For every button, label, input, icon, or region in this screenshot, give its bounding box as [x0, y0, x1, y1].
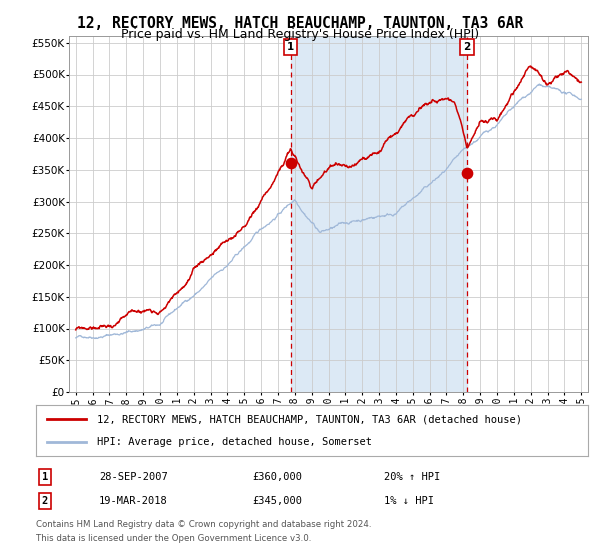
Text: 2: 2 [42, 496, 48, 506]
Text: 1: 1 [42, 472, 48, 482]
Text: 19-MAR-2018: 19-MAR-2018 [99, 496, 168, 506]
Text: 1: 1 [287, 42, 294, 52]
Text: Price paid vs. HM Land Registry's House Price Index (HPI): Price paid vs. HM Land Registry's House … [121, 28, 479, 41]
Text: Contains HM Land Registry data © Crown copyright and database right 2024.: Contains HM Land Registry data © Crown c… [36, 520, 371, 529]
Text: £360,000: £360,000 [252, 472, 302, 482]
Text: £345,000: £345,000 [252, 496, 302, 506]
Text: 28-SEP-2007: 28-SEP-2007 [99, 472, 168, 482]
Text: This data is licensed under the Open Government Licence v3.0.: This data is licensed under the Open Gov… [36, 534, 311, 543]
Point [462, 169, 472, 178]
Text: 1% ↓ HPI: 1% ↓ HPI [384, 496, 434, 506]
Text: HPI: Average price, detached house, Somerset: HPI: Average price, detached house, Some… [97, 437, 372, 447]
Text: 20% ↑ HPI: 20% ↑ HPI [384, 472, 440, 482]
Text: 2: 2 [463, 42, 470, 52]
Text: 12, RECTORY MEWS, HATCH BEAUCHAMP, TAUNTON, TA3 6AR (detached house): 12, RECTORY MEWS, HATCH BEAUCHAMP, TAUNT… [97, 414, 522, 424]
Text: 12, RECTORY MEWS, HATCH BEAUCHAMP, TAUNTON, TA3 6AR: 12, RECTORY MEWS, HATCH BEAUCHAMP, TAUNT… [77, 16, 523, 31]
Point [286, 159, 295, 168]
Bar [290, 36, 467, 392]
